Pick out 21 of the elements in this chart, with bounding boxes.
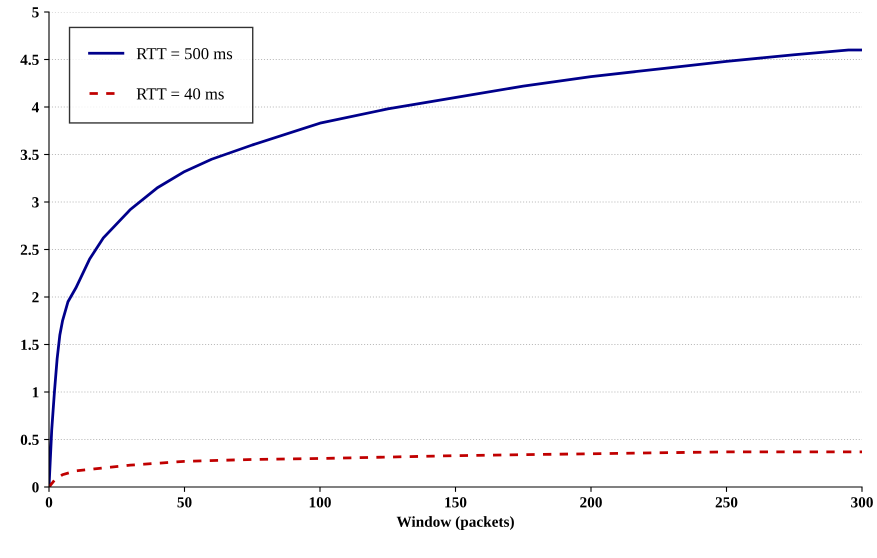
y-tick-label: 5 bbox=[32, 7, 39, 18]
x-axis-title: Window (packets) bbox=[396, 516, 514, 530]
y-tick-label: 1 bbox=[32, 387, 38, 398]
x-tick-label: 50 bbox=[177, 497, 192, 508]
y-tick-label: 1.5 bbox=[21, 340, 39, 350]
legend-label: RTT = 500 ms bbox=[136, 48, 232, 60]
x-tick-label: 300 bbox=[851, 497, 873, 508]
x-tick-label: 150 bbox=[445, 497, 466, 508]
y-tick-label: 4 bbox=[32, 102, 39, 112]
x-tick-label: 200 bbox=[580, 497, 602, 508]
y-tick-label: 2.5 bbox=[20, 244, 39, 256]
y-tick-label: 3 bbox=[32, 197, 39, 208]
y-tick-label: 4.5 bbox=[20, 54, 39, 66]
x-tick-label: 100 bbox=[310, 497, 331, 508]
y-tick-label: 0.5 bbox=[20, 434, 39, 446]
y-tick-label: 2 bbox=[32, 292, 39, 302]
legend-label: RTT = 40 ms bbox=[136, 88, 224, 100]
y-tick-label: 0 bbox=[32, 482, 39, 492]
x-tick-label: 250 bbox=[716, 497, 738, 508]
x-tick-label: 0 bbox=[46, 497, 52, 508]
y-tick-label: 3.5 bbox=[20, 150, 39, 160]
